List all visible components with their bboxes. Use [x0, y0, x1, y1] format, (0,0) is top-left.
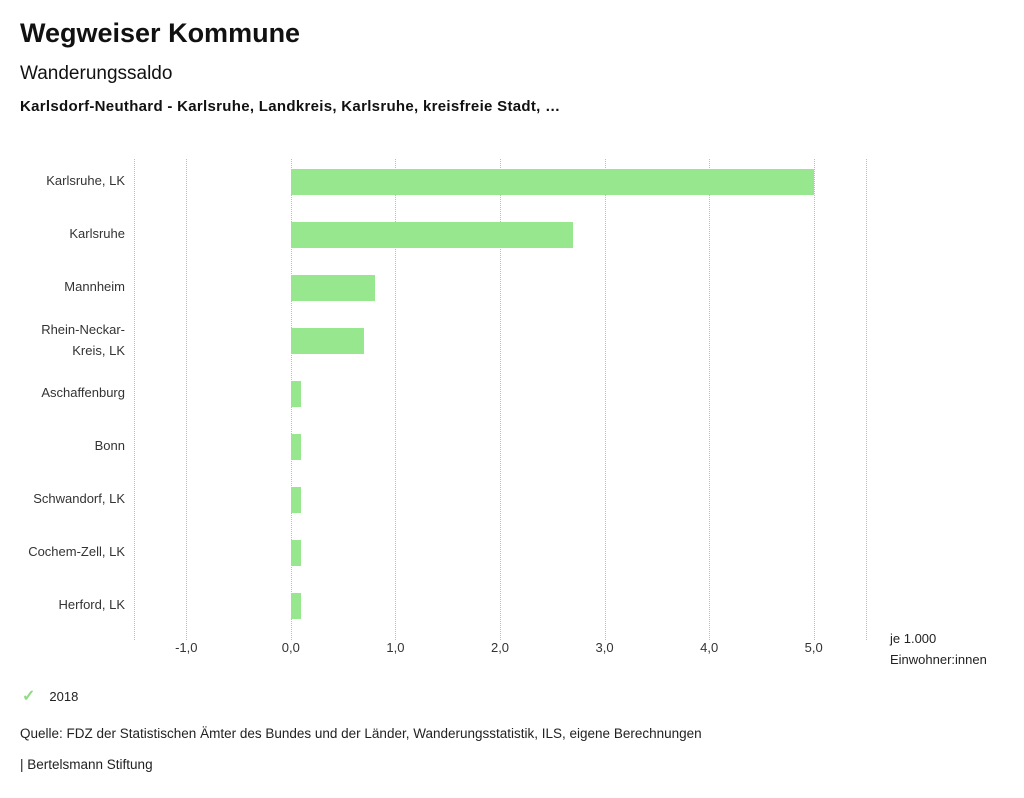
gridline [813, 159, 815, 640]
legend-item-2018[interactable]: ✓ 2018 [22, 686, 78, 706]
axis-unit-line1: je 1.000 [890, 631, 937, 646]
category-label-1: Karlsruhe [69, 226, 125, 242]
bar-8[interactable] [290, 592, 302, 619]
gridline [709, 159, 711, 640]
axis-unit-label: je 1.000 Einwohner:innen [890, 628, 987, 670]
branding-text: | Bertelsmann Stiftung [20, 757, 153, 772]
page-title: Wegweiser Kommune [20, 18, 301, 48]
x-axis-ticks: -1,0 0,0 1,0 2,0 3,0 4,0 5,0 [134, 640, 866, 656]
x-tick-label: 1,0 [386, 640, 405, 655]
axis-unit-line2: Einwohner:innen [890, 652, 987, 667]
x-tick-label: 4,0 [700, 640, 719, 655]
gridline [604, 159, 606, 640]
bar-4[interactable] [290, 380, 302, 407]
gridline [500, 159, 501, 640]
bar-2[interactable] [290, 274, 375, 301]
x-tick-label: 2,0 [490, 640, 510, 655]
chart-title: Wanderungssaldo [20, 63, 173, 84]
source-text: Quelle: FDZ der Statistischen Ämter des … [20, 726, 702, 741]
legend-year-label: 2018 [49, 688, 79, 704]
x-tick-label: -1,0 [175, 640, 198, 655]
category-label-8: Herford, LK [58, 597, 125, 613]
bar-3[interactable] [290, 327, 365, 354]
gridline [866, 159, 867, 640]
check-icon: ✓ [22, 688, 36, 705]
x-tick-label: 0,0 [281, 640, 300, 655]
category-label-6: Schwandorf, LK [33, 491, 125, 507]
x-tick-label: 5,0 [804, 640, 823, 655]
page-header: Wegweiser Kommune Wanderungssaldo Karlsd… [20, 18, 560, 115]
category-label-7: Cochem-Zell, LK [28, 544, 125, 560]
category-label-2: Mannheim [64, 279, 125, 295]
category-label-5: Bonn [94, 438, 125, 454]
bar-5[interactable] [290, 433, 302, 460]
chart-description: Karlsdorf-Neuthard - Karlsruhe, Landkrei… [20, 98, 561, 115]
bar-1[interactable] [290, 221, 574, 248]
gridline [395, 159, 397, 640]
category-label-0: Karlsruhe, LK [46, 173, 125, 189]
x-tick-label: 3,0 [595, 640, 614, 655]
category-label-3: Rhein-Neckar-Kreis, LK [41, 322, 125, 358]
gridline [186, 159, 188, 640]
category-label-4: Aschaffenburg [41, 385, 125, 401]
plot-area [134, 155, 867, 640]
bar-7[interactable] [290, 539, 302, 566]
bar-6[interactable] [290, 486, 302, 513]
category-labels: Karlsruhe, LK Karlsruhe Mannheim Rhein-Neck… [20, 155, 125, 632]
bar-0[interactable] [290, 168, 814, 195]
gridline [134, 159, 135, 640]
